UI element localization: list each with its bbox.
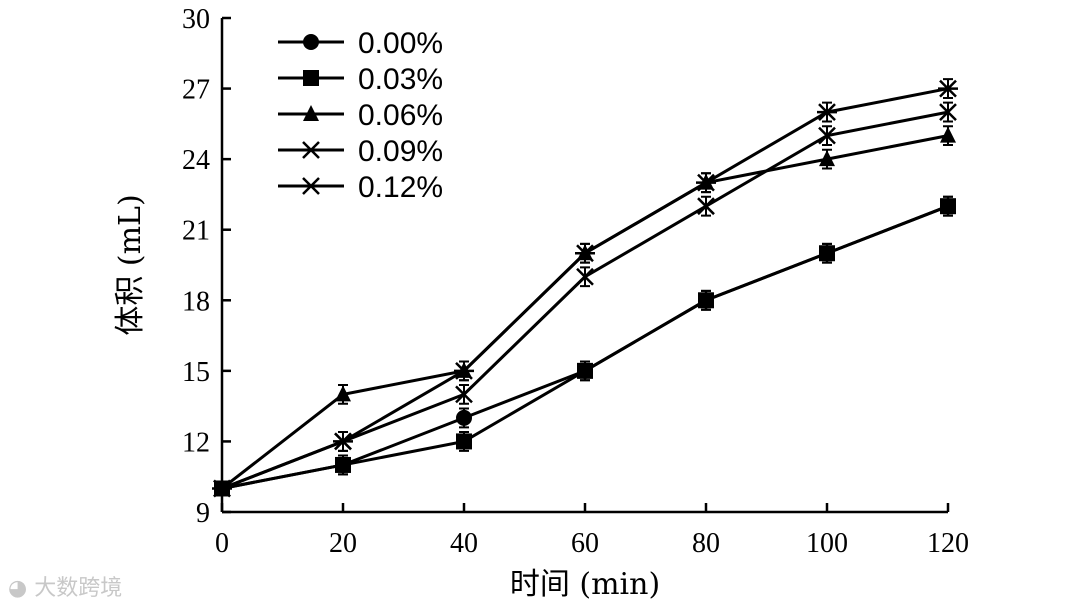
data-point (333, 432, 353, 451)
data-point (697, 197, 715, 216)
y-tick-label: 27 (182, 75, 210, 106)
data-point (938, 79, 958, 98)
legend-marker (303, 105, 319, 121)
series-line (221, 110, 949, 490)
x-tick-label: 0 (215, 528, 229, 559)
legend-marker (303, 70, 319, 86)
data-point (212, 479, 232, 498)
legend-item: 0.03% (278, 63, 443, 96)
y-tick-label: 24 (182, 145, 210, 176)
legend: 0.00%0.03%0.06%0.09%0.12% (278, 27, 443, 204)
legend-label: 0.12% (358, 171, 443, 204)
x-tick-label: 40 (450, 528, 478, 559)
series-0.09% (213, 101, 957, 498)
x-axis-title: 时间 (min) (510, 567, 660, 602)
data-point (698, 292, 714, 309)
legend-label: 0.09% (358, 135, 443, 168)
data-point (575, 244, 595, 263)
watermark-text: 大数跨境 (34, 576, 123, 601)
legend-marker (301, 177, 321, 195)
legend-label: 0.06% (358, 99, 443, 132)
series-line (221, 134, 949, 490)
data-point (456, 433, 472, 450)
series-0.06% (214, 125, 956, 496)
watermark: ◕ 大数跨境 (8, 570, 122, 602)
data-point (817, 103, 837, 121)
x-ticks: 0 20 40 60 80 100 120 (215, 503, 969, 559)
series-group (212, 78, 958, 498)
data-point (696, 173, 716, 192)
x-tick-label: 120 (927, 528, 969, 559)
data-point (576, 267, 594, 286)
legend-marker (302, 141, 320, 159)
y-ticks: 9 12 15 18 21 24 27 30 (182, 4, 231, 529)
legend-label: 0.03% (358, 63, 443, 96)
data-point (577, 362, 593, 379)
data-point (454, 361, 474, 380)
series-0.12% (212, 78, 958, 498)
data-point (819, 245, 835, 262)
y-tick-label: 15 (182, 357, 210, 388)
data-point (335, 456, 351, 473)
x-tick-label: 100 (806, 528, 848, 559)
y-axis-title: 体积 (mL) (113, 194, 148, 335)
data-point (456, 409, 472, 426)
x-tick-label: 20 (329, 528, 357, 559)
data-point (818, 126, 836, 145)
legend-label: 0.00% (358, 27, 443, 60)
x-tick-label: 80 (692, 528, 720, 559)
data-point (819, 150, 835, 167)
series-0.00% (214, 195, 956, 497)
legend-item: 0.12% (278, 171, 443, 204)
legend-item: 0.00% (278, 27, 443, 60)
y-tick-label: 21 (182, 216, 210, 247)
y-tick-label: 30 (182, 4, 210, 35)
weibo-logo-icon: ◕ (8, 576, 28, 601)
axes (220, 18, 948, 514)
data-point (940, 198, 956, 215)
y-tick-label: 18 (182, 286, 210, 317)
series-0.03% (214, 195, 956, 497)
legend-item: 0.06% (278, 99, 443, 132)
data-point (940, 126, 956, 143)
data-point (455, 385, 473, 404)
y-tick-label: 12 (182, 427, 210, 458)
x-tick-label: 60 (571, 528, 599, 559)
legend-marker (303, 34, 319, 50)
data-point (939, 103, 957, 121)
legend-item: 0.09% (278, 135, 443, 168)
data-point (335, 385, 351, 402)
y-tick-label: 9 (196, 498, 210, 529)
